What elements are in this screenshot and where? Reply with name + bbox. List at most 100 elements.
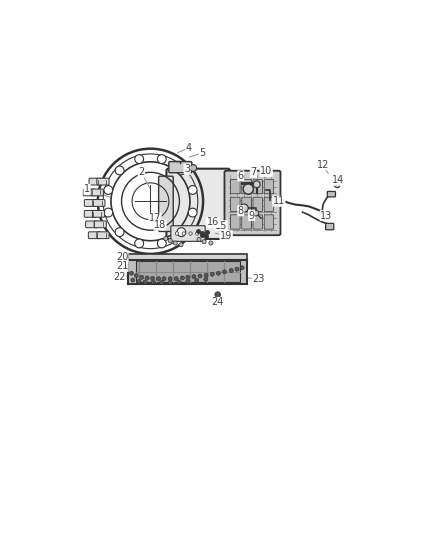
Text: 8: 8 bbox=[238, 206, 244, 216]
Circle shape bbox=[156, 277, 161, 281]
Circle shape bbox=[216, 271, 220, 275]
Circle shape bbox=[115, 228, 124, 237]
Text: 13: 13 bbox=[320, 211, 332, 221]
Circle shape bbox=[253, 211, 259, 216]
Text: 10: 10 bbox=[260, 166, 272, 176]
Circle shape bbox=[240, 204, 248, 212]
Circle shape bbox=[204, 277, 208, 281]
Circle shape bbox=[186, 279, 190, 284]
FancyBboxPatch shape bbox=[84, 211, 96, 217]
Circle shape bbox=[188, 185, 197, 195]
FancyBboxPatch shape bbox=[86, 221, 98, 228]
Circle shape bbox=[335, 182, 340, 188]
Polygon shape bbox=[135, 261, 240, 282]
Circle shape bbox=[115, 166, 124, 175]
Circle shape bbox=[177, 280, 181, 284]
Circle shape bbox=[189, 232, 192, 235]
Circle shape bbox=[204, 273, 208, 277]
Circle shape bbox=[177, 166, 186, 175]
FancyBboxPatch shape bbox=[159, 176, 173, 231]
Text: 22: 22 bbox=[113, 272, 126, 281]
FancyBboxPatch shape bbox=[84, 199, 96, 206]
Circle shape bbox=[137, 279, 141, 284]
Circle shape bbox=[223, 270, 226, 274]
FancyBboxPatch shape bbox=[242, 197, 251, 212]
Text: 24: 24 bbox=[212, 297, 224, 308]
Circle shape bbox=[168, 239, 172, 243]
Circle shape bbox=[164, 237, 168, 241]
Circle shape bbox=[104, 208, 113, 217]
Circle shape bbox=[159, 280, 164, 285]
Text: 1: 1 bbox=[84, 184, 90, 195]
FancyBboxPatch shape bbox=[253, 197, 262, 212]
Text: 6: 6 bbox=[238, 171, 244, 181]
Text: 20: 20 bbox=[116, 252, 128, 262]
Circle shape bbox=[177, 228, 186, 237]
FancyBboxPatch shape bbox=[88, 232, 101, 239]
Circle shape bbox=[157, 239, 166, 248]
Text: 11: 11 bbox=[273, 196, 285, 206]
FancyBboxPatch shape bbox=[230, 215, 240, 229]
Text: 3: 3 bbox=[184, 164, 190, 174]
Text: 21: 21 bbox=[116, 262, 128, 271]
FancyBboxPatch shape bbox=[94, 221, 106, 228]
Circle shape bbox=[131, 278, 135, 282]
Text: 7: 7 bbox=[250, 167, 257, 177]
Circle shape bbox=[168, 277, 172, 281]
Circle shape bbox=[145, 276, 149, 280]
Circle shape bbox=[135, 239, 144, 248]
Circle shape bbox=[179, 243, 183, 247]
Text: 18: 18 bbox=[154, 220, 166, 230]
Circle shape bbox=[243, 184, 253, 194]
Circle shape bbox=[196, 232, 199, 235]
Circle shape bbox=[198, 274, 202, 278]
Circle shape bbox=[140, 275, 144, 279]
FancyBboxPatch shape bbox=[97, 178, 109, 185]
Circle shape bbox=[192, 274, 196, 279]
Text: 19: 19 bbox=[220, 231, 232, 241]
FancyBboxPatch shape bbox=[327, 191, 336, 197]
Text: 9: 9 bbox=[249, 211, 254, 221]
Text: 5: 5 bbox=[199, 148, 205, 158]
FancyBboxPatch shape bbox=[83, 189, 95, 196]
FancyBboxPatch shape bbox=[264, 197, 274, 212]
Circle shape bbox=[104, 185, 113, 195]
FancyBboxPatch shape bbox=[253, 180, 262, 194]
Circle shape bbox=[151, 280, 155, 284]
FancyBboxPatch shape bbox=[169, 161, 192, 173]
Circle shape bbox=[182, 232, 185, 235]
Text: 4: 4 bbox=[186, 143, 192, 152]
Polygon shape bbox=[128, 254, 247, 260]
Text: 14: 14 bbox=[332, 175, 344, 185]
Circle shape bbox=[202, 240, 206, 244]
Circle shape bbox=[143, 280, 147, 284]
Bar bbox=[277, 199, 283, 202]
FancyBboxPatch shape bbox=[325, 223, 334, 230]
FancyBboxPatch shape bbox=[242, 215, 251, 229]
Circle shape bbox=[173, 241, 177, 245]
Text: 12: 12 bbox=[317, 159, 329, 169]
FancyBboxPatch shape bbox=[242, 180, 251, 194]
Text: 15: 15 bbox=[215, 221, 227, 231]
FancyBboxPatch shape bbox=[230, 197, 240, 212]
FancyBboxPatch shape bbox=[230, 180, 240, 194]
FancyBboxPatch shape bbox=[91, 189, 103, 196]
FancyBboxPatch shape bbox=[93, 199, 105, 206]
Polygon shape bbox=[128, 260, 247, 285]
FancyBboxPatch shape bbox=[171, 225, 205, 241]
FancyBboxPatch shape bbox=[264, 180, 274, 194]
Circle shape bbox=[174, 277, 178, 281]
Circle shape bbox=[253, 181, 260, 188]
Circle shape bbox=[229, 269, 233, 272]
Circle shape bbox=[240, 266, 244, 270]
Circle shape bbox=[180, 276, 184, 280]
Circle shape bbox=[210, 272, 214, 276]
Circle shape bbox=[168, 280, 172, 285]
FancyBboxPatch shape bbox=[253, 215, 262, 229]
FancyBboxPatch shape bbox=[92, 211, 105, 217]
FancyBboxPatch shape bbox=[89, 178, 101, 185]
Circle shape bbox=[235, 267, 239, 271]
Circle shape bbox=[215, 292, 220, 297]
Circle shape bbox=[186, 275, 190, 279]
Text: 2: 2 bbox=[138, 167, 145, 177]
